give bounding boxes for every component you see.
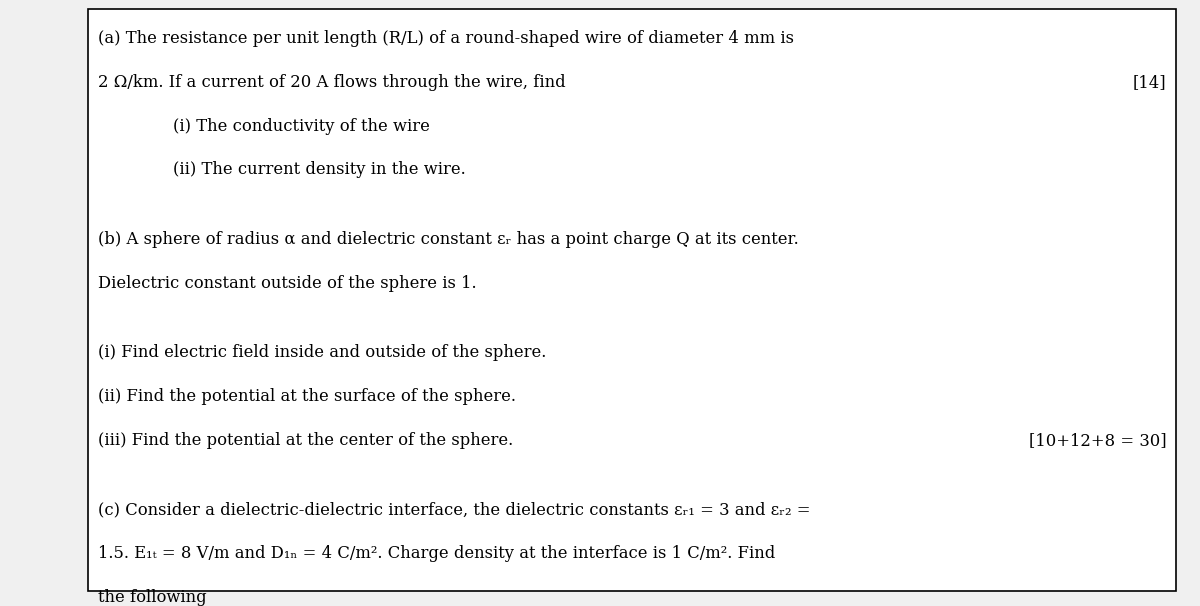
Text: (b) A sphere of radius α and dielectric constant εᵣ has a point charge Q at its : (b) A sphere of radius α and dielectric … [98,231,799,248]
Text: 1.5. E₁ₜ = 8 V/m and D₁ₙ = 4 C/m². Charge density at the interface is 1 C/m². Fi: 1.5. E₁ₜ = 8 V/m and D₁ₙ = 4 C/m². Charg… [98,545,775,562]
Text: the following: the following [98,589,208,606]
Text: (iii) Find the potential at the center of the sphere.: (iii) Find the potential at the center o… [98,431,514,448]
Text: (i) The conductivity of the wire: (i) The conductivity of the wire [152,118,431,135]
Text: Dielectric constant outside of the sphere is 1.: Dielectric constant outside of the spher… [98,275,478,291]
Text: 2 Ω/km. If a current of 20 A flows through the wire, find: 2 Ω/km. If a current of 20 A flows throu… [98,74,566,91]
Text: (i) Find electric field inside and outside of the sphere.: (i) Find electric field inside and outsi… [98,344,547,361]
Text: (ii) The current density in the wire.: (ii) The current density in the wire. [152,161,466,178]
Text: (c) Consider a dielectric-dielectric interface, the dielectric constants εᵣ₁ = 3: (c) Consider a dielectric-dielectric int… [98,502,811,519]
FancyBboxPatch shape [88,9,1176,591]
Text: (ii) Find the potential at the surface of the sphere.: (ii) Find the potential at the surface o… [98,388,516,405]
Text: [10+12+8 = 30]: [10+12+8 = 30] [1028,431,1166,448]
Text: [14]: [14] [1133,74,1166,91]
Text: (a) The resistance per unit length (R/L) of a round-shaped wire of diameter 4 mm: (a) The resistance per unit length (R/L)… [98,30,794,47]
